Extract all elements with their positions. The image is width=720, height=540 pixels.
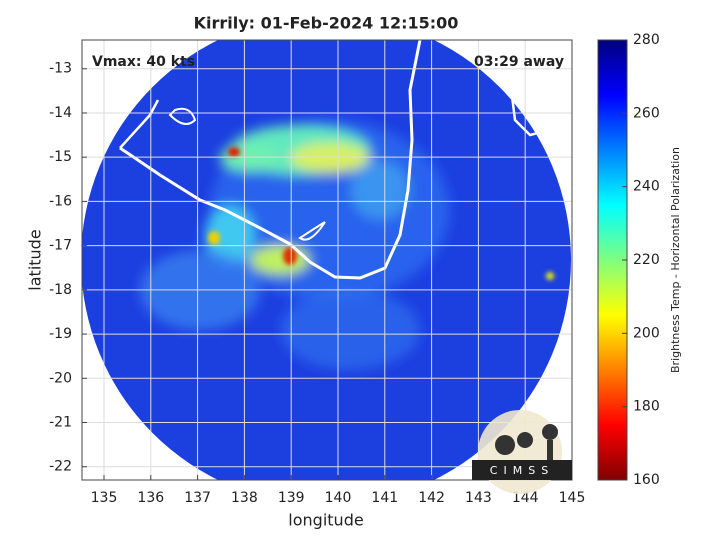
y-axis-label: latitude (26, 229, 45, 290)
plot-frame (81, 39, 573, 481)
x-tick-label: 142 (418, 490, 445, 506)
logo: CIMSS (472, 410, 572, 494)
colorbar-tick-label: 260 (633, 105, 660, 121)
colorbar-tick-label: 180 (633, 399, 660, 415)
annotation: 03:29 away (474, 54, 564, 70)
y-tick-label: -19 (49, 326, 72, 342)
logo-text: CIMSS (490, 464, 554, 477)
y-tick-label: -21 (49, 415, 72, 431)
annotation: Vmax: 40 kts (92, 54, 195, 70)
x-tick-label: 141 (371, 490, 398, 506)
x-tick-label: 140 (325, 490, 352, 506)
x-tick-label: 136 (137, 490, 164, 506)
x-tick-label: 137 (184, 490, 211, 506)
y-tick-label: -18 (49, 282, 72, 298)
x-tick-label: 144 (512, 490, 539, 506)
colorbar-label: Brightness Temp - Horizontal Polarizatio… (669, 147, 682, 373)
colorbar-tick-label: 280 (633, 32, 660, 48)
y-tick-label: -16 (49, 193, 72, 209)
x-tick-label: 135 (91, 490, 118, 506)
x-axis-label: longitude (288, 511, 363, 530)
y-tick-label: -20 (49, 370, 72, 386)
x-tick-label: 145 (559, 490, 586, 506)
x-tick-label: 143 (465, 490, 492, 506)
chart-title: Kirrily: 01-Feb-2024 12:15:00 (194, 14, 459, 33)
y-tick-label: -17 (49, 238, 72, 254)
satellite-image (82, 40, 571, 480)
x-tick-label: 139 (278, 490, 305, 506)
y-tick-label: -15 (49, 149, 72, 165)
y-tick-label: -13 (49, 61, 72, 77)
colorbar-tick-label: 200 (633, 325, 660, 341)
colorbar-tick-label: 240 (633, 179, 660, 195)
colorbar-tick-label: 220 (633, 252, 660, 268)
colorbar-tick-label: 160 (633, 472, 660, 488)
y-tick-label: -14 (49, 105, 72, 121)
y-tick-label: -22 (49, 459, 72, 475)
x-tick-label: 138 (231, 490, 258, 506)
